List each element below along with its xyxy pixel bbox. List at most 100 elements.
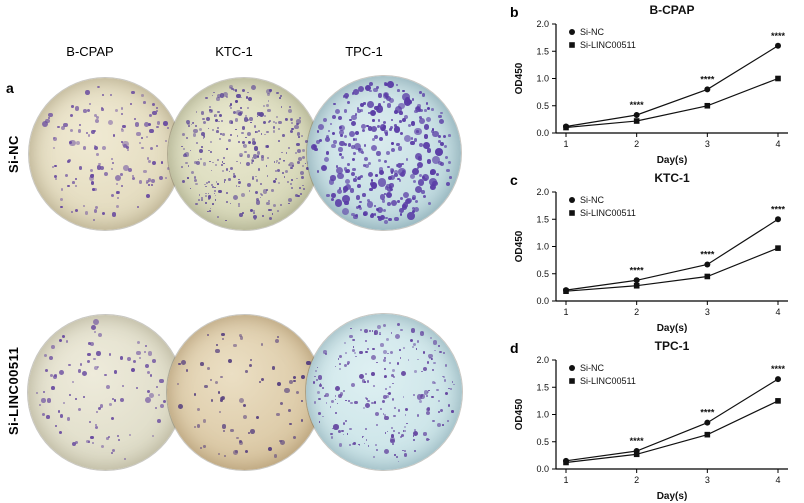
data-point xyxy=(633,277,640,284)
y-tick-label: 1.5 xyxy=(536,214,549,224)
dish-si-linc00511-tpc1 xyxy=(306,314,462,470)
legend-marker-circle xyxy=(569,29,575,35)
legend-marker-circle xyxy=(569,365,575,371)
y-tick-label: 2.0 xyxy=(536,19,549,29)
chart-tpc1: TPC-1 0.0 0.5 1.0 1.5 2.0 1 2 3 4 OD450 Day(s) **** *… xyxy=(498,336,804,503)
data-point xyxy=(704,273,711,280)
x-tick-label: 4 xyxy=(775,139,780,149)
x-tick-label: 2 xyxy=(634,475,639,485)
data-point xyxy=(704,419,711,426)
significance-stars: **** xyxy=(630,100,645,110)
y-axis-label: OD450 xyxy=(514,62,525,94)
dish-si-nc-ktc1 xyxy=(168,78,320,230)
legend-label: Si-LINC00511 xyxy=(580,376,636,386)
chart-block-bcpap: b B-CPAP 0.0 0.5 1.0 1.5 2.0 1 2 3 4 OD450 Day(s) **… xyxy=(498,0,804,167)
data-point xyxy=(704,431,711,438)
panel-d-label: d xyxy=(510,340,519,356)
x-tick-label: 3 xyxy=(705,307,710,317)
dish-si-linc00511-ktc1 xyxy=(167,315,322,470)
significance-stars: **** xyxy=(771,31,786,41)
data-point xyxy=(704,261,711,268)
significance-stars: **** xyxy=(771,204,786,214)
legend-marker-circle xyxy=(569,197,575,203)
legend-label: Si-NC xyxy=(580,195,604,205)
data-point xyxy=(633,451,640,458)
x-tick-label: 1 xyxy=(563,139,568,149)
x-axis-label: Day(s) xyxy=(657,491,688,502)
x-tick-label: 3 xyxy=(705,475,710,485)
data-point xyxy=(775,42,781,49)
chart-ktc1: KTC-1 0.0 0.5 1.0 1.5 2.0 1 2 3 4 OD450 Day(s) **** *… xyxy=(498,168,804,335)
chart-title: TPC-1 xyxy=(655,339,690,353)
series-line-Si-LINC00511 xyxy=(565,77,779,129)
data-point xyxy=(775,245,781,251)
x-tick-label: 3 xyxy=(705,139,710,149)
y-tick-label: 0.5 xyxy=(536,101,549,111)
data-point xyxy=(775,376,781,383)
x-tick-label: 4 xyxy=(775,475,780,485)
y-tick-label: 0.5 xyxy=(536,437,549,447)
data-point xyxy=(563,288,569,294)
significance-stars: **** xyxy=(700,74,715,84)
legend-label: Si-NC xyxy=(580,27,604,37)
panel-b-label: b xyxy=(510,4,519,20)
data-point xyxy=(563,459,569,466)
y-tick-label: 0.0 xyxy=(536,128,549,138)
y-tick-label: 0.0 xyxy=(536,296,549,306)
data-point xyxy=(633,118,640,124)
y-tick-label: 2.0 xyxy=(536,187,549,197)
legend-label: Si-NC xyxy=(580,363,604,373)
y-axis-label: OD450 xyxy=(514,230,525,262)
chart-block-tpc1: d TPC-1 0.0 0.5 1.0 1.5 2.0 1 2 3 4 OD450 Day(s) ***… xyxy=(498,336,804,503)
chart-svg: TPC-1 0.0 0.5 1.0 1.5 2.0 1 2 3 4 OD450 Day(s) **** *… xyxy=(514,339,788,502)
x-tick-label: 4 xyxy=(775,307,780,317)
y-tick-label: 1.0 xyxy=(536,242,549,252)
column-header-bcpap: B-CPAP xyxy=(66,44,114,59)
significance-stars: **** xyxy=(630,265,645,275)
data-point xyxy=(563,124,569,131)
x-tick-label: 1 xyxy=(563,307,568,317)
y-tick-label: 2.0 xyxy=(536,355,549,365)
y-tick-label: 0.0 xyxy=(536,464,549,474)
y-tick-label: 1.5 xyxy=(536,46,549,56)
column-header-tpc1: TPC-1 xyxy=(345,44,383,59)
x-tick-label: 2 xyxy=(634,307,639,317)
column-header-ktc1: KTC-1 xyxy=(215,44,253,59)
series-line-Si-LINC00511 xyxy=(565,247,779,292)
significance-stars: **** xyxy=(700,249,715,259)
x-tick-label: 1 xyxy=(563,475,568,485)
x-axis-label: Day(s) xyxy=(657,155,688,166)
series-line-Si-NC xyxy=(565,378,779,462)
y-tick-label: 1.0 xyxy=(536,74,549,84)
legend-marker-square xyxy=(569,210,575,216)
chart-title: KTC-1 xyxy=(654,171,690,185)
row-label-si-nc: Si-NC xyxy=(6,135,21,173)
legend-label: Si-LINC00511 xyxy=(580,40,636,50)
y-tick-label: 1.5 xyxy=(536,382,549,392)
series-line-Si-NC xyxy=(565,218,779,291)
chart-svg: KTC-1 0.0 0.5 1.0 1.5 2.0 1 2 3 4 OD450 Day(s) **** *… xyxy=(514,171,788,334)
chart-title: B-CPAP xyxy=(649,3,694,17)
data-point xyxy=(775,216,781,223)
series-line-Si-NC xyxy=(565,45,779,128)
dish-si-nc-tpc1 xyxy=(307,76,461,230)
legend-label: Si-LINC00511 xyxy=(580,208,636,218)
significance-stars: **** xyxy=(771,364,786,374)
x-tick-label: 2 xyxy=(634,139,639,149)
data-point xyxy=(775,75,781,82)
significance-stars: **** xyxy=(630,436,645,446)
series-line-Si-LINC00511 xyxy=(565,400,779,464)
panel-a-label: a xyxy=(6,80,14,96)
y-tick-label: 1.0 xyxy=(536,410,549,420)
y-tick-label: 0.5 xyxy=(536,269,549,279)
data-point xyxy=(704,102,711,109)
data-point xyxy=(633,282,640,289)
chart-block-ktc1: c KTC-1 0.0 0.5 1.0 1.5 2.0 1 2 3 4 OD450 Day(s) ***… xyxy=(498,168,804,335)
data-point xyxy=(704,86,711,93)
data-point xyxy=(633,112,640,119)
dish-si-linc00511-bcpap xyxy=(28,315,183,470)
chart-bcpap: B-CPAP 0.0 0.5 1.0 1.5 2.0 1 2 3 4 OD450 Day(s) ****… xyxy=(498,0,804,167)
x-axis-label: Day(s) xyxy=(657,323,688,334)
significance-stars: **** xyxy=(700,408,715,418)
